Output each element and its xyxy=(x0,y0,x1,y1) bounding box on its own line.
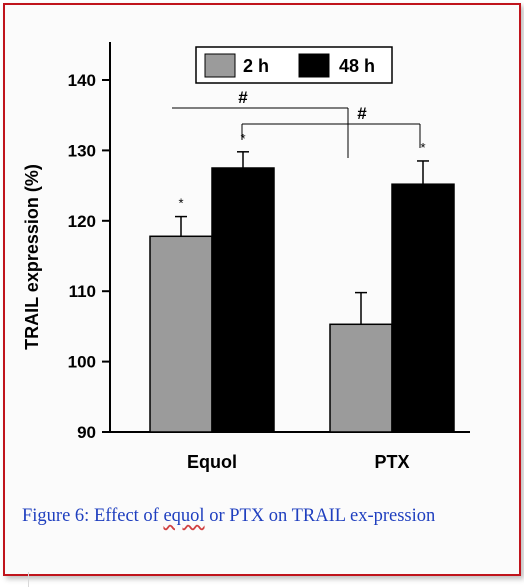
significance-label-2: # xyxy=(357,104,367,123)
chart: 90 100 110 120 130 140 TRAIL expression (%) Equ… xyxy=(22,42,470,472)
y-axis-label: TRAIL expression (%) xyxy=(22,164,42,350)
significance-label-1: # xyxy=(238,88,248,107)
significance-star-equol-2h: * xyxy=(178,196,183,211)
y-tick-label-120: 120 xyxy=(68,212,96,231)
x-category-label-ptx: PTX xyxy=(374,452,409,472)
figure-caption: Figure 6: Effect of equol or PTX on TRAI… xyxy=(22,503,502,529)
bar-chart-svg: 90 100 110 120 130 140 TRAIL expression (%) Equ… xyxy=(22,42,470,472)
caption-text-1: Figure 6: Effect of xyxy=(22,506,164,526)
x-category-label-equol: Equol xyxy=(187,452,237,472)
caption-text-2: or PTX on TRAIL ex-pression xyxy=(204,506,436,526)
bar-ptx-48h xyxy=(391,183,455,433)
page-edge-line xyxy=(28,572,29,587)
annotations: * * * # # xyxy=(172,88,426,211)
bar-ptx-2h xyxy=(329,323,393,433)
y-tick-label-140: 140 xyxy=(68,71,96,90)
legend-swatch-2h xyxy=(204,53,236,78)
significance-star-equol-48h: * xyxy=(240,131,245,146)
significance-bracket-1 xyxy=(172,107,349,158)
legend: 2 h 48 h xyxy=(195,46,393,84)
legend-label-2h: 2 h xyxy=(243,56,269,76)
bars xyxy=(149,151,455,433)
significance-star-ptx-48h: * xyxy=(420,140,425,155)
significance-bracket-2 xyxy=(241,123,421,148)
y-tick-label-100: 100 xyxy=(68,353,96,372)
bar-equol-2h xyxy=(149,235,213,433)
y-tick-label-90: 90 xyxy=(77,423,96,442)
y-tick-label-130: 130 xyxy=(68,141,96,160)
caption-underlined-word: equol xyxy=(163,506,205,526)
legend-label-48h: 48 h xyxy=(339,56,375,76)
y-tick-label-110: 110 xyxy=(69,282,96,301)
legend-swatch-48h xyxy=(298,53,330,78)
bar-equol-48h xyxy=(211,167,275,433)
